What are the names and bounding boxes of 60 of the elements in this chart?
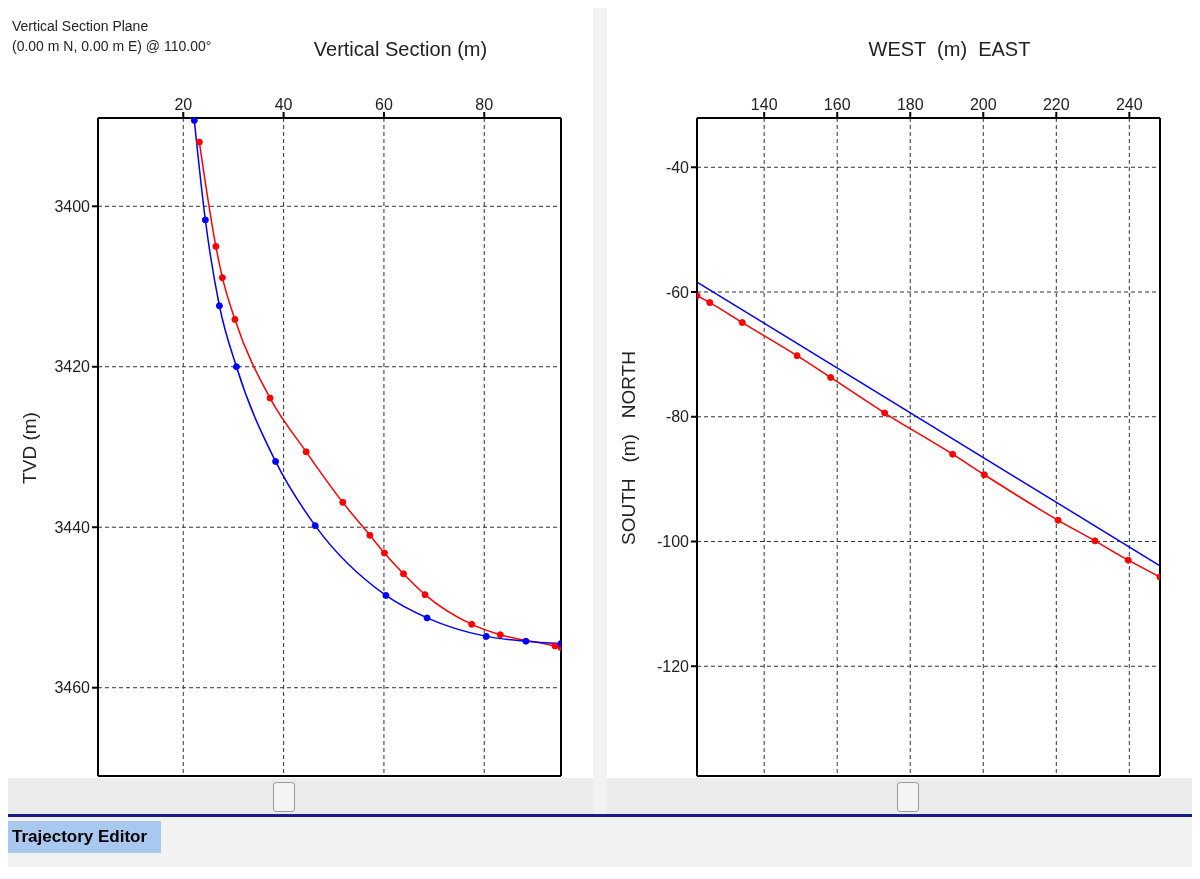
point — [1054, 516, 1062, 524]
point — [380, 549, 388, 557]
point — [272, 457, 280, 465]
point — [302, 448, 310, 456]
point — [266, 394, 274, 402]
point — [468, 620, 476, 628]
x-tick-label: 240 — [1115, 96, 1143, 113]
point — [231, 315, 239, 323]
point — [738, 319, 746, 327]
text: Vertical Section Plane — [12, 17, 150, 36]
point — [201, 216, 209, 224]
y-axis-title: SOUTH (m) NORTH — [618, 351, 640, 545]
point — [212, 242, 220, 250]
point — [423, 614, 431, 622]
x-tick-label: 180 — [896, 96, 924, 113]
x-tick-label: 160 — [823, 96, 851, 113]
y-axis-title: TVD (m) — [19, 412, 41, 484]
point — [551, 642, 559, 650]
point — [522, 637, 530, 645]
x-axis-title: WEST (m) EAST — [867, 38, 1032, 61]
x-tick-label: 60 — [375, 96, 393, 113]
y-tick-label: -80 — [665, 408, 690, 426]
point — [190, 118, 198, 124]
point — [366, 531, 374, 539]
point — [827, 373, 835, 381]
y-tick-label: -40 — [665, 158, 690, 176]
x-tick-label: 200 — [969, 96, 997, 113]
text: Trajectory Editor — [8, 821, 162, 853]
point — [382, 591, 390, 599]
x-tick-label: 140 — [750, 96, 778, 113]
point — [195, 138, 203, 146]
x-tick-label: 220 — [1042, 96, 1070, 113]
y-tick-label: -60 — [665, 283, 690, 301]
text: (0.00 m N, 0.00 m E) @ 110.00° — [12, 37, 212, 56]
y-tick-label: 3420 — [54, 358, 91, 376]
point — [399, 570, 407, 578]
point — [1124, 556, 1132, 564]
point — [311, 522, 319, 530]
x-tick-label: 20 — [174, 96, 193, 113]
x-tick-label: 40 — [274, 96, 293, 113]
point — [949, 450, 957, 458]
point — [706, 299, 714, 307]
point — [496, 631, 504, 639]
point — [881, 409, 889, 417]
x-axis-title: Vertical Section (m) — [313, 38, 488, 60]
x-tick-label: 80 — [475, 96, 494, 113]
point — [793, 352, 801, 360]
point — [980, 471, 988, 479]
point — [215, 302, 223, 310]
y-tick-label: -120 — [656, 657, 690, 675]
point — [218, 274, 226, 282]
y-tick-label: 3400 — [54, 197, 91, 215]
point — [232, 363, 240, 371]
point — [1091, 537, 1099, 545]
y-tick-label: -100 — [656, 533, 690, 551]
point — [482, 632, 490, 640]
y-tick-label: 3440 — [54, 518, 91, 536]
y-tick-label: 3460 — [54, 679, 91, 697]
point — [421, 591, 429, 599]
point — [339, 498, 347, 506]
